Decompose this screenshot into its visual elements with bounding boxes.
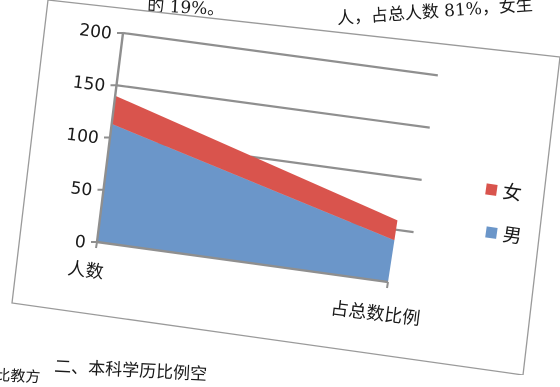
x-category-label: 人数 <box>66 258 104 283</box>
legend-swatch <box>485 226 498 239</box>
legend-label: 男 <box>501 224 523 248</box>
y-tick-label: 100 <box>65 125 100 149</box>
y-tick-label: 0 <box>74 232 87 253</box>
gridline <box>122 31 438 77</box>
legend-entry: 女 <box>485 181 523 205</box>
legend-entry: 男 <box>485 224 523 248</box>
legend-label: 女 <box>501 181 523 205</box>
y-axis: 0 50 100 150 200 <box>65 20 125 253</box>
x-tick <box>95 241 98 249</box>
x-tick <box>386 281 389 289</box>
legend-swatch <box>485 183 498 196</box>
area-series-female <box>111 95 398 241</box>
x-axis-line <box>96 240 389 284</box>
y-tick-label: 50 <box>69 178 93 200</box>
chart-legend: 女男 <box>485 181 523 248</box>
document-text-fragment: 比教方 <box>0 365 41 387</box>
chart-plot-area <box>97 31 438 282</box>
gridline <box>116 84 430 129</box>
y-tick-label: 200 <box>78 20 113 44</box>
area-series-male <box>97 123 395 282</box>
y-tick-label: 150 <box>72 72 107 96</box>
